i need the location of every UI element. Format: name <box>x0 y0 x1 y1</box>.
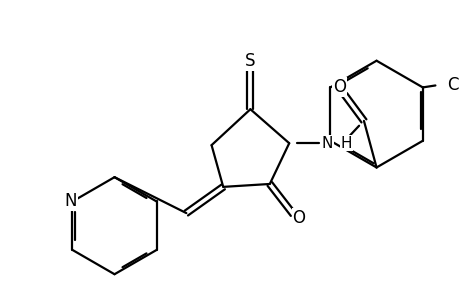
Text: N: N <box>321 136 332 151</box>
Text: H: H <box>340 136 352 151</box>
Text: S: S <box>245 52 255 70</box>
Text: O: O <box>292 209 305 227</box>
Text: O: O <box>332 78 346 96</box>
Text: Cl: Cl <box>446 76 459 94</box>
Text: N: N <box>64 192 77 210</box>
